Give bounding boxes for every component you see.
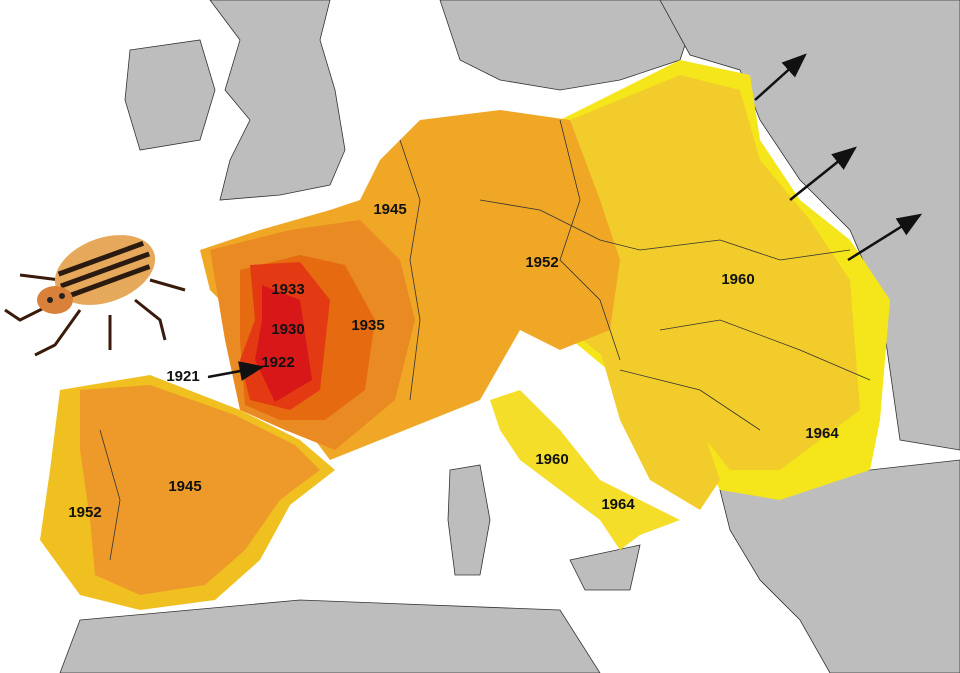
year-label: 1952 bbox=[525, 254, 558, 271]
year-labels: 1945 1952 1960 1933 1930 1935 1922 1921 … bbox=[68, 201, 839, 521]
spread-arrows bbox=[207, 53, 923, 381]
year-label: 1964 bbox=[601, 496, 635, 513]
year-label: 1945 bbox=[168, 478, 201, 495]
year-label: 1922 bbox=[261, 354, 294, 371]
year-label: 1921 bbox=[166, 368, 199, 385]
spread-zones bbox=[40, 60, 890, 610]
year-label: 1945 bbox=[373, 201, 406, 218]
year-label: 1935 bbox=[351, 317, 384, 334]
year-label: 1960 bbox=[721, 271, 754, 288]
grey-land bbox=[59, 0, 960, 673]
year-label: 1930 bbox=[271, 321, 304, 338]
borders bbox=[99, 119, 871, 561]
beetle-image bbox=[4, 235, 186, 357]
year-label: 1964 bbox=[805, 425, 839, 442]
year-label: 1960 bbox=[535, 451, 568, 468]
year-label: 1952 bbox=[68, 504, 101, 521]
year-label: 1933 bbox=[271, 281, 304, 298]
